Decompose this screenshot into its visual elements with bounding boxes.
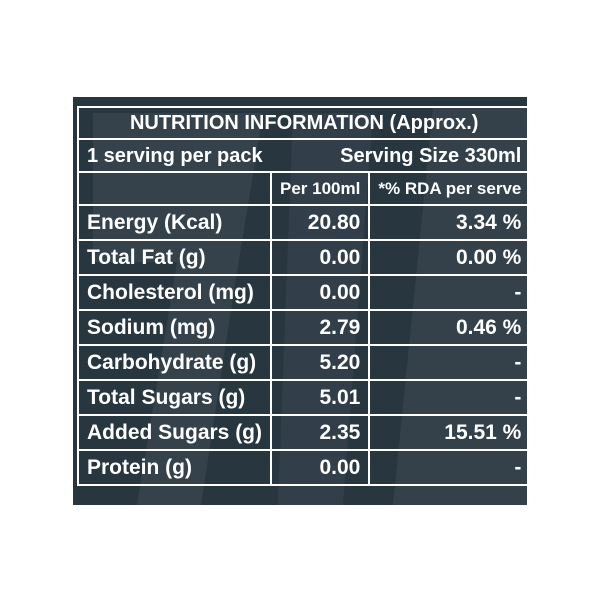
nutrient-name: Energy (Kcal) (76, 204, 273, 241)
rda-value: - (368, 274, 527, 311)
per-100ml-value: 5.01 (270, 379, 371, 416)
servings-per-pack: 1 serving per pack (87, 144, 263, 167)
rda-value: 3.34 % (368, 204, 527, 241)
serving-size: Serving Size 330ml (340, 144, 522, 167)
per-100ml-value: 0.00 (270, 239, 371, 276)
nutrient-name: Carbohydrate (g) (76, 344, 273, 381)
table-row: Energy (Kcal) 20.80 3.34 % (76, 204, 527, 241)
rda-value: 0.00 % (368, 239, 527, 276)
table-row: Total Sugars (g) 5.01- (76, 379, 527, 416)
nutrient-name: Sodium (mg) (76, 309, 273, 346)
nutrient-name: Protein (g) (76, 449, 273, 486)
table-row: Protein (g) 0.00- (76, 449, 527, 486)
title-row: NUTRITION INFORMATION (Approx.) (76, 106, 527, 140)
rda-value: 0.46 % (368, 309, 527, 346)
column-header-row: Per 100ml *% RDA per serve (76, 171, 527, 206)
column-header-blank (76, 171, 273, 206)
nutrient-name: Cholesterol (mg) (76, 274, 273, 311)
table-row: Carbohydrate (g) 5.20- (76, 344, 527, 381)
per-100ml-value: 2.79 (270, 309, 371, 346)
rda-value: 15.51 % (368, 414, 527, 451)
nutrient-name: Total Sugars (g) (76, 379, 273, 416)
per-100ml-value: 5.20 (270, 344, 371, 381)
rda-value: - (368, 344, 527, 381)
serving-cell: 1 serving per pack Serving Size 330ml (76, 138, 527, 173)
nutrient-name: Added Sugars (g) (76, 414, 273, 451)
nutrition-table: NUTRITION INFORMATION (Approx.) 1 servin… (76, 106, 527, 486)
column-header-per100: Per 100ml (270, 171, 371, 206)
table-row: Cholesterol (mg) 0.00- (76, 274, 527, 311)
table-title: NUTRITION INFORMATION (Approx.) (76, 106, 527, 140)
table-row: Sodium (mg) 2.79 0.46 % (76, 309, 527, 346)
per-100ml-value: 2.35 (270, 414, 371, 451)
serving-row: 1 serving per pack Serving Size 330ml (76, 138, 527, 173)
nutrient-name: Total Fat (g) (76, 239, 273, 276)
rda-value: - (368, 379, 527, 416)
per-100ml-value: 0.00 (270, 274, 371, 311)
table-row: Added Sugars (g) 2.35 15.51 % (76, 414, 527, 451)
per-100ml-value: 0.00 (270, 449, 371, 486)
nutrition-panel: NUTRITION INFORMATION (Approx.) 1 servin… (73, 97, 527, 505)
rda-value: - (368, 449, 527, 486)
table-row: Total Fat (g) 0.00 0.00 % (76, 239, 527, 276)
column-header-rda: *% RDA per serve (368, 171, 527, 206)
per-100ml-value: 20.80 (270, 204, 371, 241)
